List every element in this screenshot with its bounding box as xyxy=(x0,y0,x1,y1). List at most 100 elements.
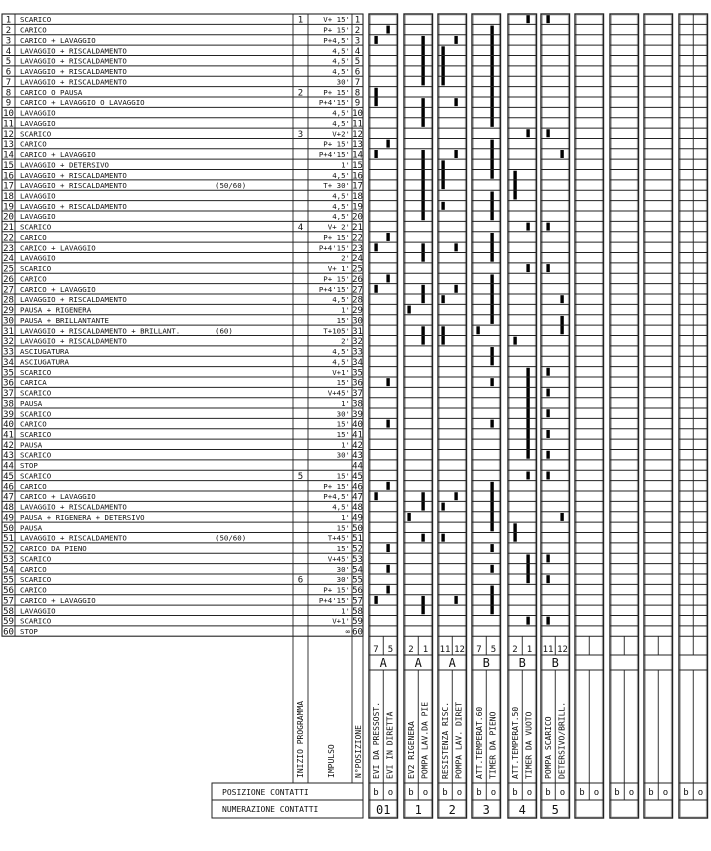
cam-contact-closed-bar xyxy=(386,25,390,34)
row-description: CARICO + LAVAGGIO O LAVAGGIO xyxy=(20,98,145,107)
row-number: 45 xyxy=(3,472,14,482)
row-impulse: ∞ xyxy=(346,627,351,636)
row-description: CARICO DA PIENO xyxy=(20,544,87,553)
contact-position: b xyxy=(476,788,481,798)
contact-number: 1 xyxy=(527,645,532,655)
row-number: 34 xyxy=(3,358,14,368)
position-number: 7 xyxy=(355,78,360,88)
contact-number: 11 xyxy=(440,645,451,655)
cam-frame xyxy=(403,13,434,819)
position-number: 60 xyxy=(352,628,363,638)
cam-contact-closed-bar xyxy=(526,616,530,625)
cam-contact-closed-bar xyxy=(374,284,378,293)
position-number: 51 xyxy=(352,534,363,544)
row-impulse: P+ 15' xyxy=(323,140,350,149)
position-number: 47 xyxy=(352,493,363,503)
cam-contact-closed-bar xyxy=(386,378,390,387)
row-description: LAVAGGIO + RISCALDAMENTO xyxy=(20,295,127,304)
contact-position: o xyxy=(629,788,634,798)
row-description: SCARICO xyxy=(20,471,52,480)
row-impulse: 1' xyxy=(341,306,350,315)
row-impulse: V+ 2' xyxy=(328,223,350,232)
row-description: LAVAGGIO + RISCALDAMENTO + BRILLANT. xyxy=(20,326,180,335)
position-number: 44 xyxy=(352,462,363,472)
row-description: LAVAGGIO + RISCALDAMENTO xyxy=(20,171,127,180)
row-description: LAVAGGIO + RISCALDAMENTO xyxy=(20,503,127,512)
position-number: 14 xyxy=(352,151,363,161)
position-number: 27 xyxy=(352,285,363,295)
position-number: 58 xyxy=(352,607,363,617)
cam-contact-closed-bar xyxy=(546,554,550,563)
cam-frame xyxy=(574,13,605,819)
contact-number: 7 xyxy=(476,645,481,655)
row-number: 47 xyxy=(3,493,14,503)
row-number: 41 xyxy=(3,431,14,441)
cam-contact-closed-bar xyxy=(526,129,530,138)
contact-function-label: POMPA SCARICO xyxy=(544,716,553,779)
row-description: CARICO + LAVAGGIO xyxy=(20,150,96,159)
cam-frame xyxy=(540,13,571,819)
cam-contact-closed-bar xyxy=(454,150,458,158)
contact-position: o xyxy=(527,788,532,798)
row-impulse: 4,5' xyxy=(332,67,350,76)
cam-contact-closed-bar xyxy=(441,295,445,304)
cam-contact-closed-bar xyxy=(407,305,411,314)
impulso-label: IMPULSO xyxy=(327,744,336,778)
position-number: 31 xyxy=(352,327,363,337)
row-number: 10 xyxy=(3,109,14,119)
program-start-number: 5 xyxy=(298,472,303,482)
row-description: LAVAGGIO + RISCALDAMENTO xyxy=(20,202,127,211)
cam-contact-closed-bar xyxy=(526,15,530,24)
row-impulse: V+ 1' xyxy=(328,264,350,273)
position-number: 21 xyxy=(352,223,363,233)
cam-contact-closed-bar xyxy=(490,481,494,532)
cam-contact-closed-bar xyxy=(546,409,550,418)
row-impulse: 1' xyxy=(341,160,350,169)
row-description: LAVAGGIO + RISCALDAMENTO xyxy=(20,46,127,55)
row-number: 44 xyxy=(3,462,14,472)
row-impulse: P+ 15' xyxy=(323,586,350,595)
row-impulse: 1' xyxy=(341,513,350,522)
row-number: 51 xyxy=(3,534,14,544)
cam-contact-closed-bar xyxy=(441,160,445,190)
contact-number: 5 xyxy=(388,645,393,655)
row-impulse: P+ 15' xyxy=(323,274,350,283)
row-number: 7 xyxy=(6,78,11,88)
cam-bank-letter: A xyxy=(380,656,388,670)
row-number: 2 xyxy=(6,26,11,36)
position-number: 3 xyxy=(355,36,360,46)
row-description: SCARICO xyxy=(20,617,52,626)
cam-frame xyxy=(368,13,399,819)
contact-number: 5 xyxy=(491,645,496,655)
row-description: SCARICO xyxy=(20,129,52,138)
row-description: LAVAGGIO + RISCALDAMENTO xyxy=(20,77,127,86)
cam-contact-closed-bar xyxy=(546,388,550,397)
contact-position: o xyxy=(423,788,428,798)
cam-contact-closed-bar xyxy=(490,378,494,387)
position-number: 45 xyxy=(352,472,363,482)
row-number: 29 xyxy=(3,306,14,316)
row-number: 28 xyxy=(3,296,14,306)
cam-contact-closed-bar xyxy=(454,243,458,252)
row-description: CARICO + LAVAGGIO xyxy=(20,36,96,45)
row-description: PAUSA xyxy=(20,399,43,408)
row-number: 9 xyxy=(6,99,11,109)
row-impulse: 15' xyxy=(337,316,350,325)
row-impulse: 4,5' xyxy=(332,46,350,55)
contact-function-label: EV2 RIGENERA xyxy=(407,721,416,779)
row-impulse: 2' xyxy=(341,337,350,346)
cam-group-7 xyxy=(609,13,640,819)
position-number: 52 xyxy=(352,545,363,555)
row-description: PAUSA xyxy=(20,440,43,449)
row-number: 12 xyxy=(3,130,14,140)
cam-contact-closed-bar xyxy=(386,274,390,283)
cam-frame xyxy=(507,13,538,819)
row-impulse: 30' xyxy=(337,575,350,584)
row-number: 8 xyxy=(6,88,11,98)
row-description: SCARICO xyxy=(20,575,52,584)
cam-inner-frame xyxy=(369,14,397,818)
row-impulse: P+4'15' xyxy=(319,98,350,107)
row-number: 49 xyxy=(3,513,14,523)
cam-contact-closed-bar xyxy=(454,98,458,107)
cam-contact-closed-bar xyxy=(386,139,390,148)
